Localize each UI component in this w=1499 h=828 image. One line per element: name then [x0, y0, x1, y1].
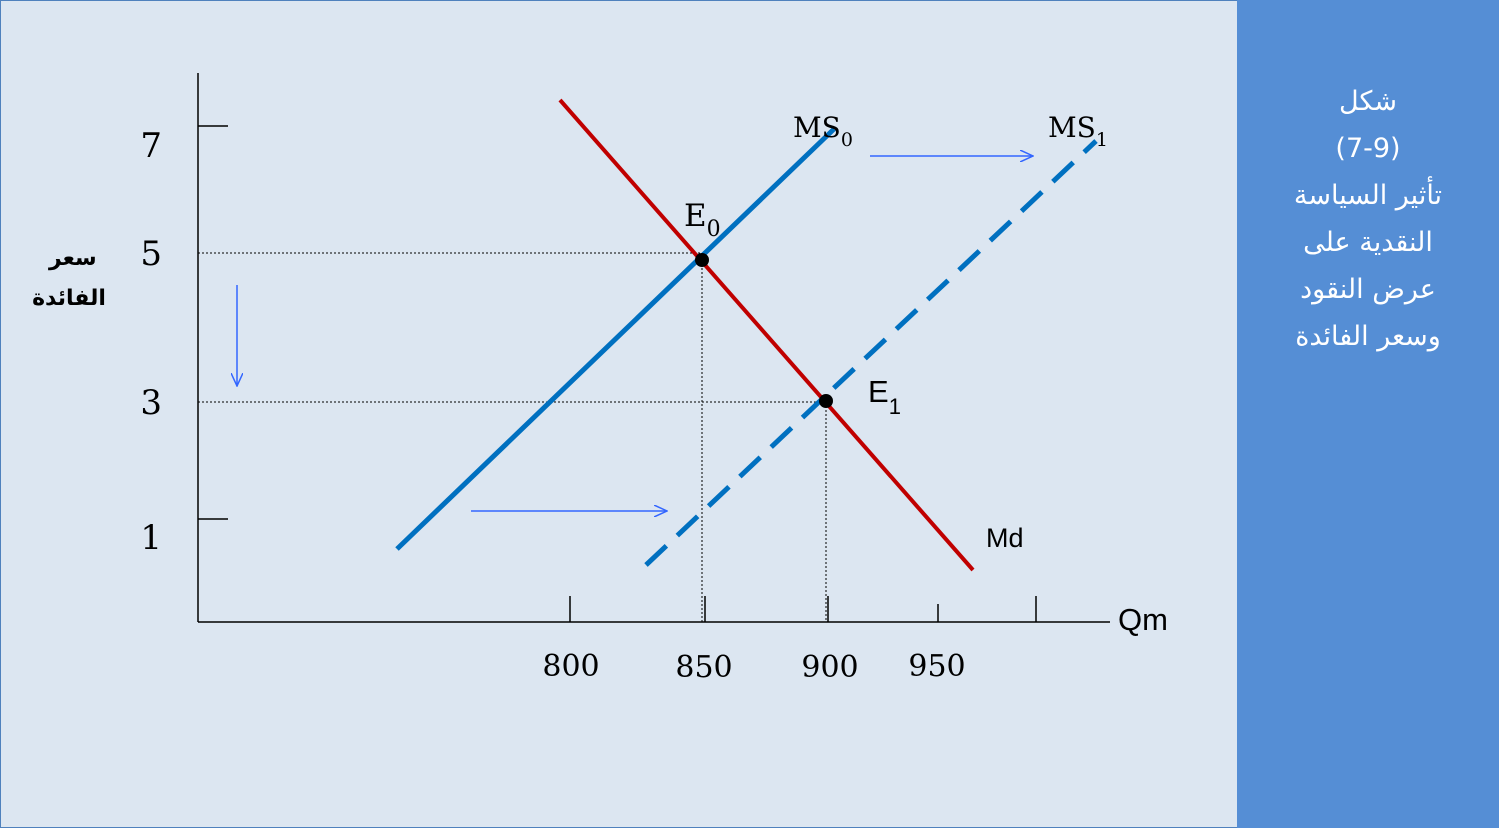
caption-line: عرض النقود: [1300, 274, 1436, 305]
point-e0-label: E0: [684, 198, 721, 242]
x-tick-label: 850: [675, 650, 732, 685]
y-tick-label: 3: [140, 383, 162, 423]
point-e0: [695, 253, 709, 267]
point-e1-label: E1: [868, 374, 901, 419]
interest-rate-chart: 7 5 3 1 800 850 900 950 سعر الفائدة Qm M…: [32, 73, 1168, 685]
x-tick-label: 950: [908, 649, 965, 684]
y-tick-label: 5: [140, 234, 162, 274]
y-tick-label: 1: [140, 518, 162, 558]
caption-line: (7-9): [1335, 133, 1401, 164]
x-tick-label: 800: [542, 649, 599, 684]
caption-line: شكل: [1339, 86, 1397, 117]
series-ms1-label: MS1: [1048, 111, 1108, 151]
caption-line: وسعر الفائدة: [1295, 321, 1441, 352]
x-tick-label: 900: [801, 650, 858, 685]
figure-caption: شكل (7-9) تأثير السياسة النقدية على عرض …: [1237, 78, 1499, 360]
series-ms1-line: [644, 139, 1098, 567]
series-md-line: [558, 98, 975, 572]
caption-panel: شكل (7-9) تأثير السياسة النقدية على عرض …: [1237, 0, 1499, 828]
y-axis-label: سعر الفائدة: [32, 246, 106, 311]
series-ms0-label: MS0: [793, 111, 853, 151]
y-tick-label: 7: [140, 126, 162, 166]
x-axis-label: Qm: [1118, 602, 1168, 637]
series-ms0-line: [395, 127, 836, 551]
point-e1: [819, 394, 833, 408]
series-md-label: Md: [986, 523, 1024, 553]
caption-line: النقدية على: [1303, 227, 1433, 258]
caption-line: تأثير السياسة: [1293, 180, 1443, 211]
